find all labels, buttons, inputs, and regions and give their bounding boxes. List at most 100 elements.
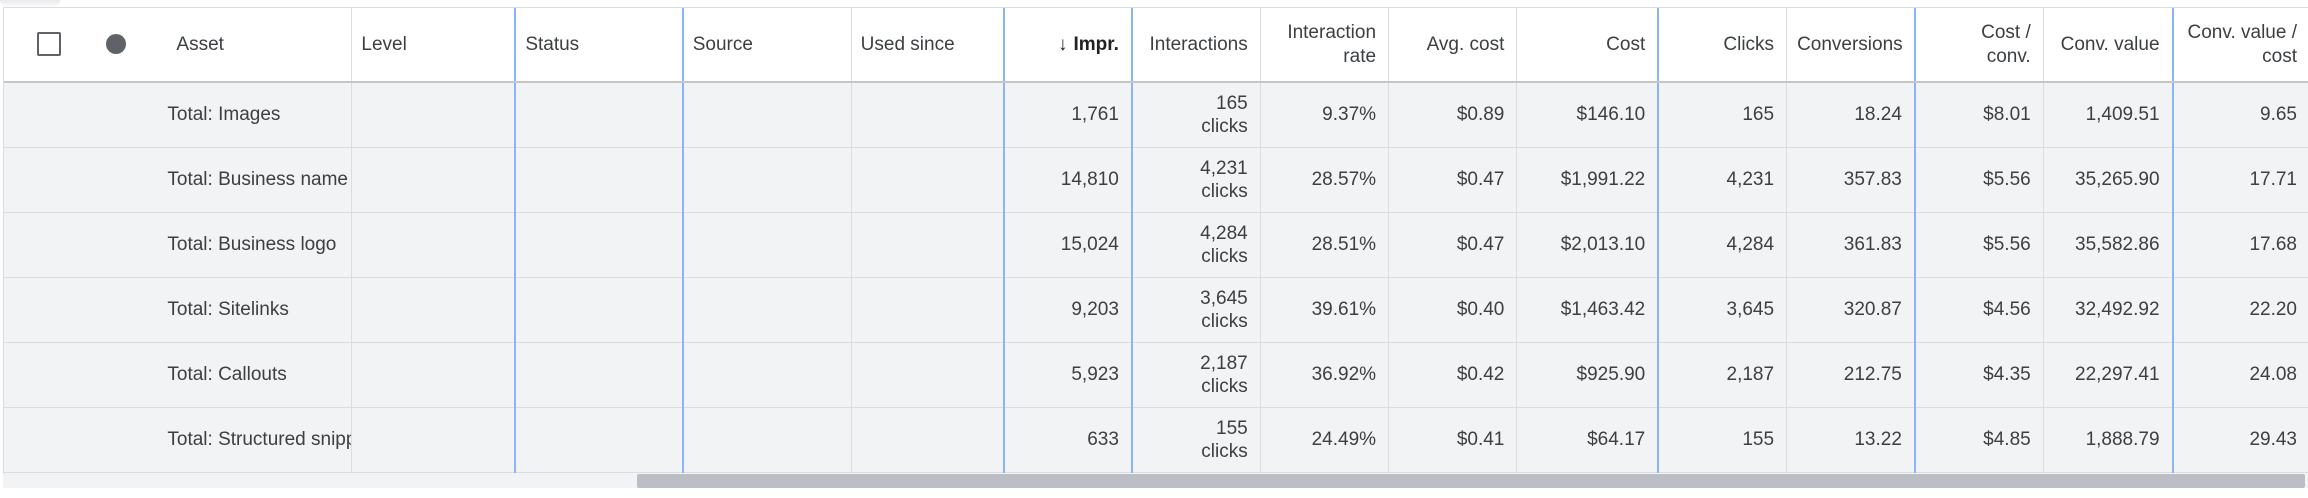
row-select-cell[interactable] bbox=[4, 407, 85, 473]
row-status-text-cell bbox=[514, 277, 683, 343]
col-asset[interactable]: Asset bbox=[156, 8, 352, 83]
row-asset-name: Total: Images bbox=[156, 82, 352, 148]
col-cost-conv[interactable]: Cost / conv. bbox=[1913, 8, 2044, 83]
asset-name-label: Total: Structured snippets bbox=[167, 429, 352, 450]
row-asset-name: Total: Structured snippets bbox=[156, 407, 352, 473]
interactions-unit: clicks bbox=[1201, 440, 1248, 462]
row-status-text-cell bbox=[514, 147, 683, 213]
row-conv-value-cost: 29.43 bbox=[2171, 407, 2308, 473]
row-cost: $146.10 bbox=[1516, 82, 1659, 148]
interactions-unit: clicks bbox=[1201, 115, 1248, 137]
col-level[interactable]: Level bbox=[351, 8, 516, 83]
horizontal-scrollbar-thumb[interactable] bbox=[637, 474, 2305, 488]
row-interactions: 2,187 clicks bbox=[1130, 342, 1261, 408]
interactions-value: 165 bbox=[1216, 92, 1248, 114]
checkbox-icon[interactable] bbox=[37, 32, 61, 57]
interactions-unit: clicks bbox=[1201, 180, 1248, 202]
status-dot-icon[interactable] bbox=[106, 34, 127, 55]
row-status-text-cell bbox=[514, 407, 683, 473]
row-status-cell bbox=[84, 147, 157, 213]
row-status-text-cell bbox=[514, 212, 683, 278]
col-interaction-rate[interactable]: Interaction rate bbox=[1259, 8, 1389, 83]
row-used-since-cell bbox=[850, 212, 1004, 278]
col-clicks[interactable]: Clicks bbox=[1657, 8, 1787, 83]
col-used-since[interactable]: Used since bbox=[850, 8, 1004, 83]
table-row[interactable]: Total: Sitelinks 9,203 3,645 clicks 39.61% $0… bbox=[4, 277, 2308, 343]
row-cost: $925.90 bbox=[1516, 342, 1659, 408]
row-impr: 633 bbox=[1002, 407, 1132, 473]
row-level-cell bbox=[351, 277, 516, 343]
col-avg-cost[interactable]: Avg. cost bbox=[1388, 8, 1517, 83]
row-source-cell bbox=[681, 342, 852, 408]
col-status[interactable]: Status bbox=[514, 8, 683, 83]
row-asset-name: Total: Callouts bbox=[156, 342, 352, 408]
row-clicks: 2,187 bbox=[1657, 342, 1787, 408]
row-status-cell bbox=[84, 342, 157, 408]
row-select-cell[interactable] bbox=[4, 147, 85, 213]
row-interactions: 4,231 clicks bbox=[1130, 147, 1261, 213]
select-all-cell[interactable] bbox=[4, 8, 85, 83]
row-interaction-rate: 28.57% bbox=[1259, 147, 1389, 213]
row-conversions: 13.22 bbox=[1786, 407, 1915, 473]
table-row[interactable]: Total: Images 1,761 165 clicks 9.37% $0.89 $14… bbox=[4, 82, 2308, 148]
row-impr: 9,203 bbox=[1002, 277, 1132, 343]
row-source-cell bbox=[681, 277, 852, 343]
row-avg-cost: $0.47 bbox=[1388, 212, 1517, 278]
row-asset-name: Total: Business name bbox=[156, 147, 352, 213]
row-used-since-cell bbox=[850, 342, 1004, 408]
row-avg-cost: $0.89 bbox=[1388, 82, 1517, 148]
row-conversions: 361.83 bbox=[1786, 212, 1915, 278]
col-impr[interactable]: ↓ Impr. bbox=[1002, 8, 1132, 83]
row-used-since-cell bbox=[850, 277, 1004, 343]
row-interactions: 4,284 clicks bbox=[1130, 212, 1261, 278]
asset-name-label: Total: Images bbox=[167, 104, 281, 126]
row-conversions: 320.87 bbox=[1786, 277, 1915, 343]
table-row[interactable]: Total: Structured snippets633155clicks24… bbox=[4, 407, 2308, 473]
asset-name-label: Total: Callouts bbox=[167, 364, 287, 385]
row-level-cell bbox=[351, 147, 516, 213]
row-select-cell[interactable] bbox=[4, 82, 85, 148]
interactions-value: 155 bbox=[1216, 417, 1248, 439]
row-level-cell bbox=[351, 342, 516, 408]
row-select-cell[interactable] bbox=[4, 212, 85, 278]
row-interactions: 3,645 clicks bbox=[1130, 277, 1261, 343]
col-source[interactable]: Source bbox=[681, 8, 852, 83]
row-interactions: 155 clicks bbox=[1130, 407, 1261, 473]
col-interactions[interactable]: Interactions bbox=[1130, 8, 1261, 83]
status-filter-cell[interactable] bbox=[84, 8, 157, 83]
row-source-cell bbox=[681, 82, 852, 148]
interactions-unit: clicks bbox=[1201, 245, 1248, 267]
row-cost: $64.17 bbox=[1516, 407, 1659, 473]
row-status-text-cell bbox=[514, 342, 683, 408]
row-impr: 1,761 bbox=[1002, 82, 1132, 148]
row-conv-value: 32,492.92 bbox=[2042, 277, 2173, 343]
row-impr: 14,810 bbox=[1002, 147, 1132, 213]
row-select-cell[interactable] bbox=[4, 277, 85, 343]
row-impr: 15,024 bbox=[1002, 212, 1132, 278]
row-cost: $1,991.22 bbox=[1516, 147, 1659, 213]
col-conv-value[interactable]: Conv. value bbox=[2042, 8, 2173, 83]
row-cost: $2,013.10 bbox=[1516, 212, 1659, 278]
row-interaction-rate: 28.51% bbox=[1259, 212, 1389, 278]
row-level-cell bbox=[351, 407, 516, 473]
row-conv-value-cost: 24.08 bbox=[2171, 342, 2308, 408]
table-row[interactable]: Total: Callouts 5,923 2,187 clicks 36.92% $0.… bbox=[4, 342, 2308, 408]
row-cost-conv: $8.01 bbox=[1913, 82, 2044, 148]
col-cost[interactable]: Cost bbox=[1516, 8, 1659, 83]
row-interactions: 165 clicks bbox=[1130, 82, 1261, 148]
table-row[interactable]: Total: Business name 14,810 4,231 clicks 28.… bbox=[4, 147, 2308, 213]
col-conversions[interactable]: Conversions bbox=[1786, 8, 1915, 83]
asset-name-label: Total: Sitelinks bbox=[167, 299, 289, 320]
assets-table: Asset Level Status Source Used since ↓ Im… bbox=[4, 8, 2308, 473]
table-row[interactable]: Total: Business logo 15,024 4,284 clicks 28.… bbox=[4, 212, 2308, 278]
row-source-cell bbox=[681, 407, 852, 473]
col-conv-value-cost[interactable]: Conv. value / cost bbox=[2171, 8, 2308, 83]
row-cost-conv: $4.35 bbox=[1913, 342, 2044, 408]
sort-down-arrow-icon: ↓ bbox=[1057, 33, 1068, 55]
row-select-cell[interactable] bbox=[4, 342, 85, 408]
row-cost-conv: $5.56 bbox=[1913, 147, 2044, 213]
row-conversions: 18.24 bbox=[1786, 82, 1915, 148]
row-interaction-rate: 36.92% bbox=[1259, 342, 1389, 408]
row-cost: $1,463.42 bbox=[1516, 277, 1659, 343]
row-cost-conv: $5.56 bbox=[1913, 212, 2044, 278]
